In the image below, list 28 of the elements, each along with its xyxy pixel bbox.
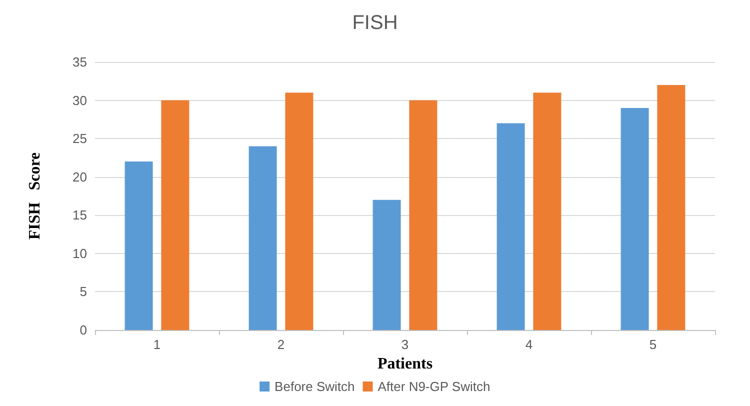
- bar: [409, 100, 438, 330]
- legend-label: After N9-GP Switch: [378, 379, 490, 394]
- x-tick-label: 1: [153, 337, 161, 352]
- chart-title: FISH: [352, 12, 398, 34]
- y-tick-label: 20: [72, 169, 87, 184]
- bar: [248, 146, 277, 330]
- bar: [285, 92, 314, 330]
- x-tick-label: 5: [649, 337, 657, 352]
- bar: [496, 123, 525, 330]
- bar: [161, 100, 190, 330]
- x-axis-title: Patients: [377, 355, 433, 372]
- y-tick-label: 15: [72, 208, 87, 223]
- y-tick-label: 35: [72, 54, 87, 70]
- y-tick-label: 30: [72, 92, 87, 108]
- y-axis-title: FISH Score: [26, 152, 44, 240]
- y-tick-label: 5: [80, 284, 87, 300]
- y-tick-label: 25: [72, 131, 87, 146]
- x-tick-label: 3: [401, 337, 409, 352]
- bar: [657, 84, 686, 330]
- bar: [124, 162, 153, 330]
- x-tick-label: 4: [525, 337, 533, 352]
- legend-label: Before Switch: [274, 379, 355, 394]
- y-tick-label: 0: [80, 322, 87, 338]
- x-tick-label: 2: [277, 337, 285, 352]
- bar: [372, 200, 401, 330]
- y-tick-label: 10: [72, 246, 87, 261]
- bar: [533, 92, 562, 330]
- bar: [620, 108, 649, 330]
